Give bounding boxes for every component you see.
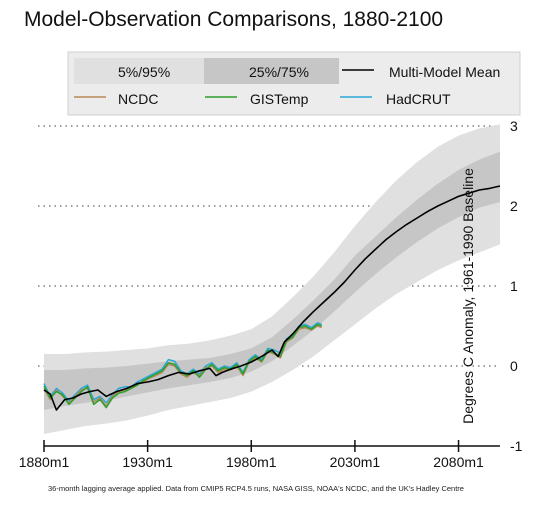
- band-5-95: [44, 124, 500, 435]
- series-layer: [43, 185, 501, 411]
- y-axis-label: Degrees C Anomaly, 1961-1990 Baseline: [460, 168, 476, 424]
- legend: 5%/95% 25%/75% Multi-Model Mean NCDC GISTemp…: [67, 51, 521, 116]
- y-tick-label: 3: [510, 118, 518, 134]
- legend-label: GISTemp: [250, 91, 309, 107]
- series-line-multi-model-mean: [43, 185, 501, 411]
- band-25-75: [44, 151, 500, 410]
- legend-label: 5%/95%: [118, 64, 170, 80]
- y-tick-label: 0: [510, 358, 518, 374]
- legend-swatch: [204, 58, 339, 84]
- chart-title: Model-Observation Comparisons, 1880-2100: [24, 8, 444, 31]
- x-tick-label: 1980m1: [226, 454, 277, 470]
- band-layer: [44, 124, 500, 435]
- legend-swatch: [74, 58, 209, 84]
- footnote: 36-month lagging average applied. Data f…: [48, 484, 464, 493]
- x-tick-label: 2080m1: [433, 454, 484, 470]
- x-tick-label: 2030m1: [330, 454, 381, 470]
- x-tick-label: 1880m1: [19, 454, 70, 470]
- y-tick-label: 1: [510, 278, 518, 294]
- axes: -1 0 1 2 3 1880m1 1930m1 1980m1 2030m1 2080m1: [19, 118, 523, 470]
- x-tick-label: 1930m1: [122, 454, 173, 470]
- legend-label: NCDC: [118, 91, 158, 107]
- legend-label: 25%/75%: [249, 64, 309, 80]
- y-tick-label: -1: [510, 438, 523, 454]
- y-tick-label: 2: [510, 198, 518, 214]
- legend-label: Multi-Model Mean: [389, 64, 500, 80]
- legend-label: HadCRUT: [386, 91, 451, 107]
